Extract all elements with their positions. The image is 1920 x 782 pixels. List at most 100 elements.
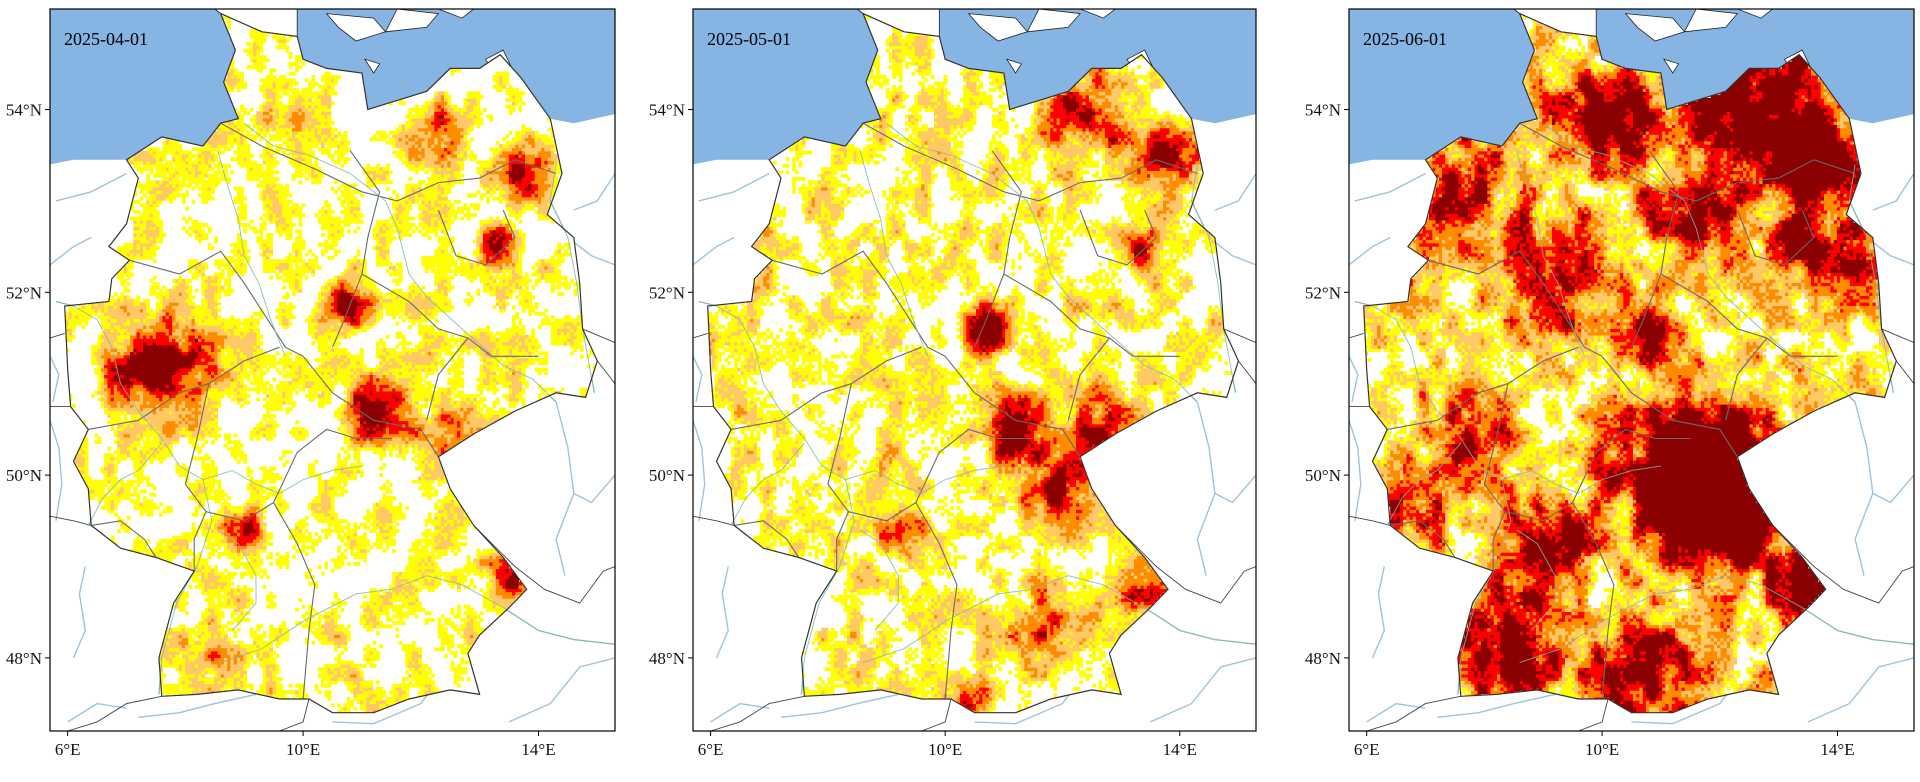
river-line bbox=[845, 465, 1004, 494]
lon-tick-label: 14°E bbox=[521, 740, 555, 759]
island bbox=[384, 9, 440, 33]
state-border bbox=[91, 520, 157, 558]
river-line bbox=[217, 150, 286, 357]
north-sea bbox=[50, 9, 239, 165]
neighbor-border bbox=[50, 332, 65, 339]
state-border bbox=[772, 250, 946, 357]
river-line bbox=[1872, 241, 1914, 266]
state-border bbox=[1390, 520, 1456, 558]
island bbox=[1683, 9, 1739, 33]
island bbox=[438, 9, 475, 19]
island bbox=[1079, 9, 1116, 19]
river-line bbox=[1848, 164, 1894, 393]
state-border bbox=[184, 383, 210, 572]
panel-date-label: 2025-05-01 bbox=[707, 29, 791, 49]
river-line bbox=[50, 236, 92, 266]
state-border bbox=[915, 428, 1034, 503]
river-line bbox=[573, 173, 615, 211]
state-border bbox=[848, 501, 958, 700]
river-line bbox=[698, 172, 770, 202]
neighbor-border bbox=[1349, 332, 1364, 339]
island bbox=[1662, 58, 1680, 74]
state-border bbox=[944, 355, 1081, 458]
river-line bbox=[1349, 355, 1359, 403]
river-line bbox=[1354, 172, 1426, 202]
panel-frame bbox=[49, 8, 616, 732]
state-border bbox=[1725, 337, 1768, 421]
river-line bbox=[1354, 301, 1512, 695]
drought-raster bbox=[1363, 13, 1897, 713]
state-border bbox=[862, 122, 1198, 202]
panel-date-label: 2025-06-01 bbox=[1363, 29, 1447, 49]
panel-date-label: 2025-04-01 bbox=[64, 29, 148, 49]
lat-tick-label: 54°N bbox=[1305, 101, 1341, 120]
lat-tick-label: 52°N bbox=[649, 283, 685, 302]
state-border bbox=[1630, 150, 1680, 348]
state-border bbox=[1504, 501, 1615, 700]
river-line bbox=[50, 355, 60, 403]
neighbor-border bbox=[1895, 360, 1914, 384]
germany-border bbox=[64, 12, 598, 714]
state-border bbox=[973, 150, 1022, 348]
river-line bbox=[730, 442, 805, 526]
river-line bbox=[1519, 575, 1914, 663]
baltic-sea bbox=[1596, 9, 1914, 124]
lat-tick-label: 50°N bbox=[1305, 466, 1341, 485]
state-border bbox=[1483, 383, 1509, 572]
river-line bbox=[1214, 241, 1256, 266]
map-panel-2: 2025-05-01 54°N 52°N 50°N 48°N 6°E 10°E 14°E bbox=[649, 8, 1257, 759]
lat-tick-label: 48°N bbox=[1305, 649, 1341, 668]
neighbor-border bbox=[710, 695, 805, 731]
neighbor-border bbox=[1238, 360, 1256, 384]
river-line bbox=[1214, 474, 1256, 504]
state-border bbox=[426, 337, 469, 421]
river-line bbox=[217, 529, 257, 631]
river-line bbox=[67, 702, 127, 723]
island bbox=[1026, 9, 1081, 33]
river-line bbox=[1371, 566, 1386, 659]
state-border bbox=[1601, 355, 1738, 458]
river-line bbox=[710, 702, 770, 723]
river-line bbox=[202, 465, 362, 494]
lon-tick-label: 6°E bbox=[1354, 740, 1380, 759]
river-line bbox=[138, 693, 257, 718]
neighbor-border bbox=[279, 698, 310, 731]
river-line bbox=[1190, 164, 1236, 393]
river-line bbox=[50, 420, 63, 521]
neighbor-border bbox=[1881, 328, 1914, 344]
state-border bbox=[1067, 337, 1110, 421]
neighbor-border bbox=[473, 525, 615, 604]
river-line bbox=[55, 301, 213, 695]
lon-tick-label: 10°E bbox=[286, 740, 320, 759]
lon-tick-label: 14°E bbox=[1820, 740, 1854, 759]
island bbox=[1624, 13, 1686, 42]
panel-frame bbox=[1348, 8, 1915, 732]
river-line bbox=[1501, 465, 1661, 494]
river-line bbox=[220, 575, 615, 663]
state-border bbox=[273, 428, 392, 503]
state-border bbox=[205, 501, 316, 700]
river-line bbox=[1349, 420, 1362, 521]
map-panel-1: 2025-04-01 54°N 52°N 50°N 48°N 6°E 10°E 14°E bbox=[6, 8, 616, 759]
state-border bbox=[1079, 209, 1157, 266]
lat-tick-label: 48°N bbox=[6, 649, 42, 668]
state-border bbox=[1572, 428, 1691, 503]
river-line bbox=[1386, 442, 1462, 526]
river-line bbox=[1516, 529, 1556, 631]
river-line bbox=[72, 566, 87, 659]
state-border bbox=[1428, 250, 1603, 357]
state-border bbox=[129, 250, 304, 357]
drought-raster bbox=[64, 13, 598, 713]
lat-tick-label: 52°N bbox=[6, 283, 42, 302]
neighbor-border bbox=[1349, 515, 1391, 526]
neighbor-border bbox=[921, 698, 952, 731]
lon-tick-label: 10°E bbox=[1585, 740, 1619, 759]
river-line bbox=[780, 693, 899, 718]
neighbor-border bbox=[1772, 525, 1914, 604]
state-border bbox=[220, 122, 557, 202]
lon-tick-label: 6°E bbox=[698, 740, 724, 759]
neighbor-border bbox=[1223, 328, 1256, 344]
state-border bbox=[88, 346, 280, 430]
island bbox=[363, 58, 381, 74]
